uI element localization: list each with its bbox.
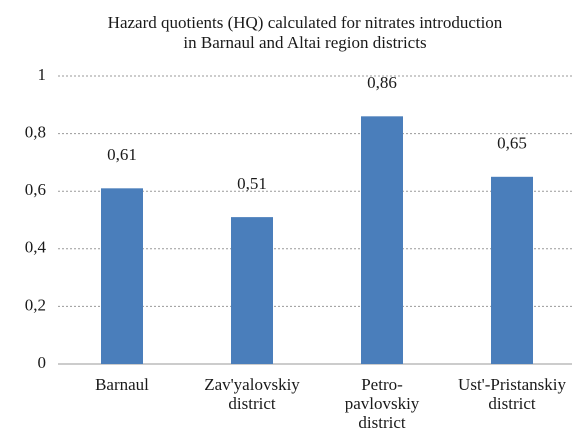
chart-title: in Barnaul and Altai region districts <box>183 33 426 52</box>
y-tick-label: 0,2 <box>25 295 46 314</box>
y-tick-label: 1 <box>38 65 47 84</box>
data-label: 0,61 <box>107 145 137 164</box>
x-tick-label: district <box>358 413 405 432</box>
bar <box>361 116 403 364</box>
x-tick-label: Barnaul <box>95 375 149 394</box>
x-tick-label: Zav'yalovskiy <box>204 375 300 394</box>
y-tick-label: 0,6 <box>25 180 46 199</box>
bar <box>491 176 533 364</box>
x-tick-label: Petro- <box>361 375 403 394</box>
y-tick-label: 0 <box>38 353 47 372</box>
x-tick-label: pavlovskiy <box>345 394 420 413</box>
x-tick-label: Ust'-Pristanskiy <box>458 375 566 394</box>
x-tick-label: district <box>488 394 535 413</box>
chart-title: Hazard quotients (HQ) calculated for nit… <box>108 13 503 32</box>
data-label: 0,51 <box>237 174 267 193</box>
bar <box>101 188 143 364</box>
data-label: 0,65 <box>497 134 527 153</box>
y-tick-label: 0,4 <box>25 238 47 257</box>
data-label: 0,86 <box>367 73 397 92</box>
bar <box>231 217 273 364</box>
x-tick-label: district <box>228 394 275 413</box>
y-tick-label: 0,8 <box>25 123 46 142</box>
